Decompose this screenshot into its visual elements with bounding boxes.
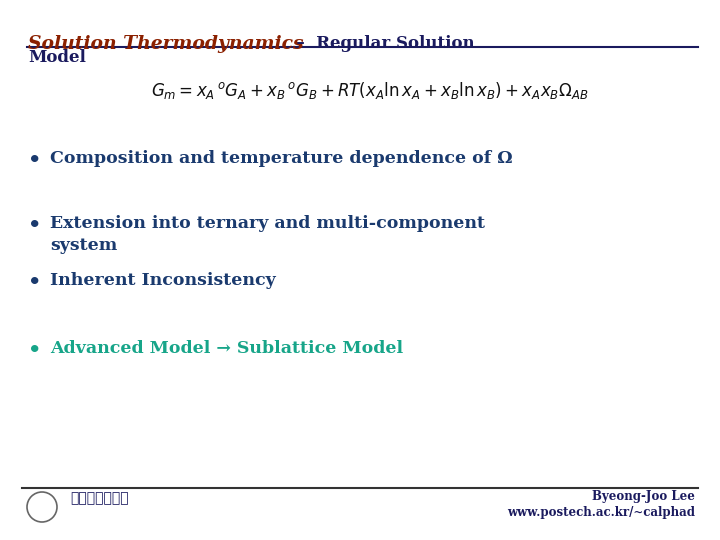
Text: Advanced Model → Sublattice Model: Advanced Model → Sublattice Model: [50, 340, 403, 357]
Text: system: system: [50, 237, 117, 254]
Text: Composition and temperature dependence of Ω: Composition and temperature dependence o…: [50, 150, 513, 167]
Text: •: •: [28, 272, 41, 292]
Text: Byeong-Joo Lee: Byeong-Joo Lee: [592, 490, 695, 503]
Text: Inherent Inconsistency: Inherent Inconsistency: [50, 272, 276, 289]
Text: $G_m = x_A\,{}^oG_A + x_B\,{}^oG_B + RT(x_A \ln x_A + x_B \ln x_B) + x_Ax_B\Omeg: $G_m = x_A\,{}^oG_A + x_B\,{}^oG_B + RT(…: [151, 80, 589, 101]
Text: Model: Model: [28, 49, 86, 66]
Text: 포항공과대학교: 포항공과대학교: [71, 491, 130, 505]
Text: Solution Thermodynamics: Solution Thermodynamics: [28, 35, 304, 53]
Text: •: •: [28, 215, 41, 235]
Text: –  Regular Solution: – Regular Solution: [285, 35, 474, 52]
Text: •: •: [28, 150, 41, 170]
Text: www.postech.ac.kr/~calphad: www.postech.ac.kr/~calphad: [507, 506, 695, 519]
Text: Extension into ternary and multi-component: Extension into ternary and multi-compone…: [50, 215, 485, 232]
Text: •: •: [28, 340, 41, 360]
